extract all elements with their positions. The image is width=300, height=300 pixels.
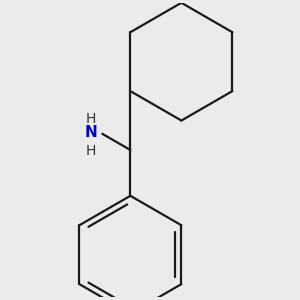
Text: N: N [85, 125, 97, 140]
Text: H: H [86, 112, 96, 126]
Text: H: H [86, 144, 96, 158]
